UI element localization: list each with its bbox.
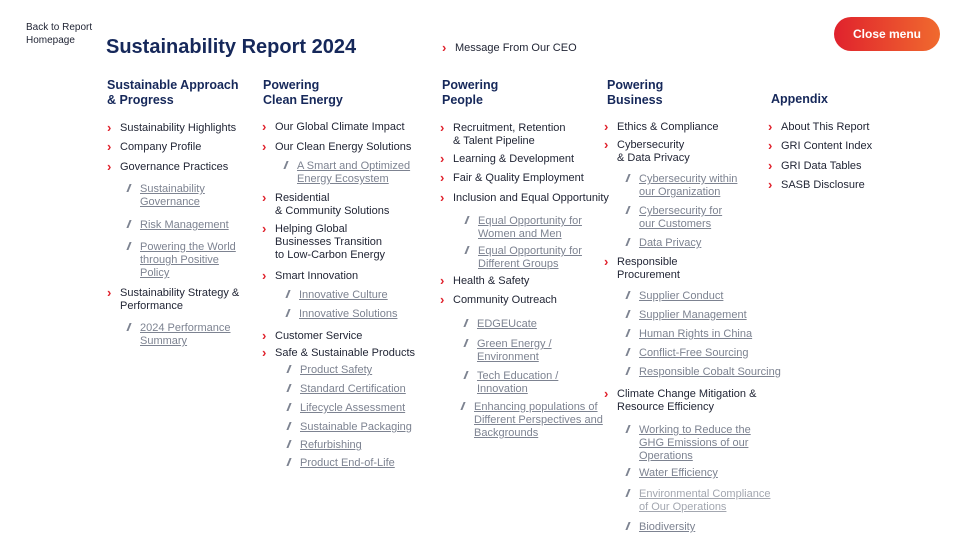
link-global-climate-impact[interactable]: Our Global Climate Impact [262, 120, 405, 134]
link-about-this-report[interactable]: About This Report [768, 120, 870, 134]
sublink-biodiversity[interactable]: Biodiversity [639, 521, 696, 533]
sublink-standard-certification[interactable]: Standard Certification [300, 383, 406, 395]
sublink-product-end-of-life[interactable]: Product End-of-Life [300, 457, 395, 469]
link-gri-data-tables[interactable]: GRI Data Tables [768, 159, 861, 173]
link-company-profile[interactable]: Company Profile [107, 140, 201, 154]
link-climate-change-mitigation[interactable]: Climate Change Mitigation & Resource Eff… [604, 387, 756, 414]
sublink-data-privacy[interactable]: Data Privacy [639, 237, 702, 249]
sublink-equal-opportunity-groups[interactable]: Equal Opportunity for Different Groups [478, 245, 582, 270]
link-ethics-compliance[interactable]: Ethics & Compliance [604, 120, 718, 134]
sublink-innovative-solutions[interactable]: Innovative Solutions [299, 308, 398, 320]
sublink-human-rights-china[interactable]: Human Rights in China [639, 328, 753, 340]
link-inclusion-equal-opportunity[interactable]: Inclusion and Equal Opportunity [440, 191, 609, 205]
sublink-green-energy-environment[interactable]: Green Energy / Environment [477, 338, 552, 363]
sublink-sustainability-governance[interactable]: Sustainability Governance [140, 183, 205, 208]
close-menu-button[interactable]: Close menu [834, 17, 940, 51]
link-customer-service[interactable]: Customer Service [262, 329, 362, 343]
link-community-outreach[interactable]: Community Outreach [440, 293, 557, 307]
link-recruitment-retention[interactable]: Recruitment, Retention & Talent Pipeline [440, 121, 565, 148]
link-sasb-disclosure[interactable]: SASB Disclosure [768, 178, 865, 192]
back-to-report-link[interactable]: Back to Report Homepage [26, 22, 93, 46]
sublink-equal-opportunity-women-men[interactable]: Equal Opportunity for Women and Men [478, 215, 582, 240]
sublink-supplier-management[interactable]: Supplier Management [639, 309, 747, 321]
col-heading-powering-people: Powering People [442, 78, 499, 107]
sublink-cobalt-sourcing[interactable]: Responsible Cobalt Sourcing [639, 366, 781, 378]
link-smart-innovation[interactable]: Smart Innovation [262, 269, 358, 283]
sublink-refurbishing[interactable]: Refurbishing [300, 439, 362, 451]
link-governance-practices[interactable]: Governance Practices [107, 160, 228, 174]
col-heading-appendix: Appendix [771, 92, 828, 106]
sublink-supplier-conduct[interactable]: Supplier Conduct [639, 290, 724, 302]
link-health-safety[interactable]: Health & Safety [440, 274, 530, 288]
link-residential-community[interactable]: Residential & Community Solutions [262, 191, 389, 218]
link-safe-sustainable-products[interactable]: Safe & Sustainable Products [262, 346, 415, 360]
sublink-water-efficiency[interactable]: Water Efficiency [639, 467, 718, 479]
col-heading-powering-business: Powering Business [607, 78, 664, 107]
col-heading-sustainable-approach: Sustainable Approach & Progress [107, 78, 239, 107]
col-heading-clean-energy: Powering Clean Energy [263, 78, 343, 107]
link-clean-energy-solutions[interactable]: Our Clean Energy Solutions [262, 140, 411, 154]
sublink-conflict-free-sourcing[interactable]: Conflict-Free Sourcing [639, 347, 749, 359]
sublink-ghg-emissions[interactable]: Working to Reduce the GHG Emissions of o… [639, 424, 751, 462]
link-responsible-procurement[interactable]: Responsible Procurement [604, 255, 680, 282]
sublink-sustainable-packaging[interactable]: Sustainable Packaging [300, 421, 412, 433]
link-fair-quality-employment[interactable]: Fair & Quality Employment [440, 171, 584, 185]
page-title: Sustainability Report 2024 [106, 36, 357, 58]
sublink-risk-management[interactable]: Risk Management [140, 219, 229, 231]
sublink-cybersecurity-organization[interactable]: Cybersecurity within our Organization [639, 173, 738, 198]
sublink-smart-energy-ecosystem[interactable]: A Smart and Optimized Energy Ecosystem [297, 160, 411, 185]
sublink-lifecycle-assessment[interactable]: Lifecycle Assessment [300, 402, 406, 414]
link-helping-global-businesses[interactable]: Helping Global Businesses Transition to … [262, 222, 385, 262]
sublink-tech-education[interactable]: Tech Education / Innovation [477, 370, 559, 395]
link-learning-development[interactable]: Learning & Development [440, 152, 574, 166]
sublink-cybersecurity-customers[interactable]: Cybersecurity for our Customers [639, 205, 723, 230]
sublink-edgeucate[interactable]: EDGEUcate [477, 318, 537, 330]
ceo-message-link[interactable]: Message From Our CEO [442, 41, 577, 55]
link-gri-content-index[interactable]: GRI Content Index [768, 139, 872, 153]
sublink-environmental-compliance[interactable]: Environmental Compliance of Our Operatio… [639, 488, 771, 513]
link-sustainability-strategy[interactable]: Sustainability Strategy & Performance [107, 286, 239, 313]
sublink-powering-positive-policy[interactable]: Powering the World through Positive Poli… [140, 241, 236, 279]
sublink-innovative-culture[interactable]: Innovative Culture [299, 289, 388, 301]
sublink-product-safety[interactable]: Product Safety [300, 364, 373, 376]
link-sustainability-highlights[interactable]: Sustainability Highlights [107, 121, 236, 135]
sublink-performance-summary[interactable]: 2024 Performance Summary [140, 322, 231, 347]
sublink-enhancing-populations[interactable]: Enhancing populations of Different Persp… [474, 401, 603, 439]
link-cybersecurity-data-privacy[interactable]: Cybersecurity & Data Privacy [604, 138, 690, 165]
